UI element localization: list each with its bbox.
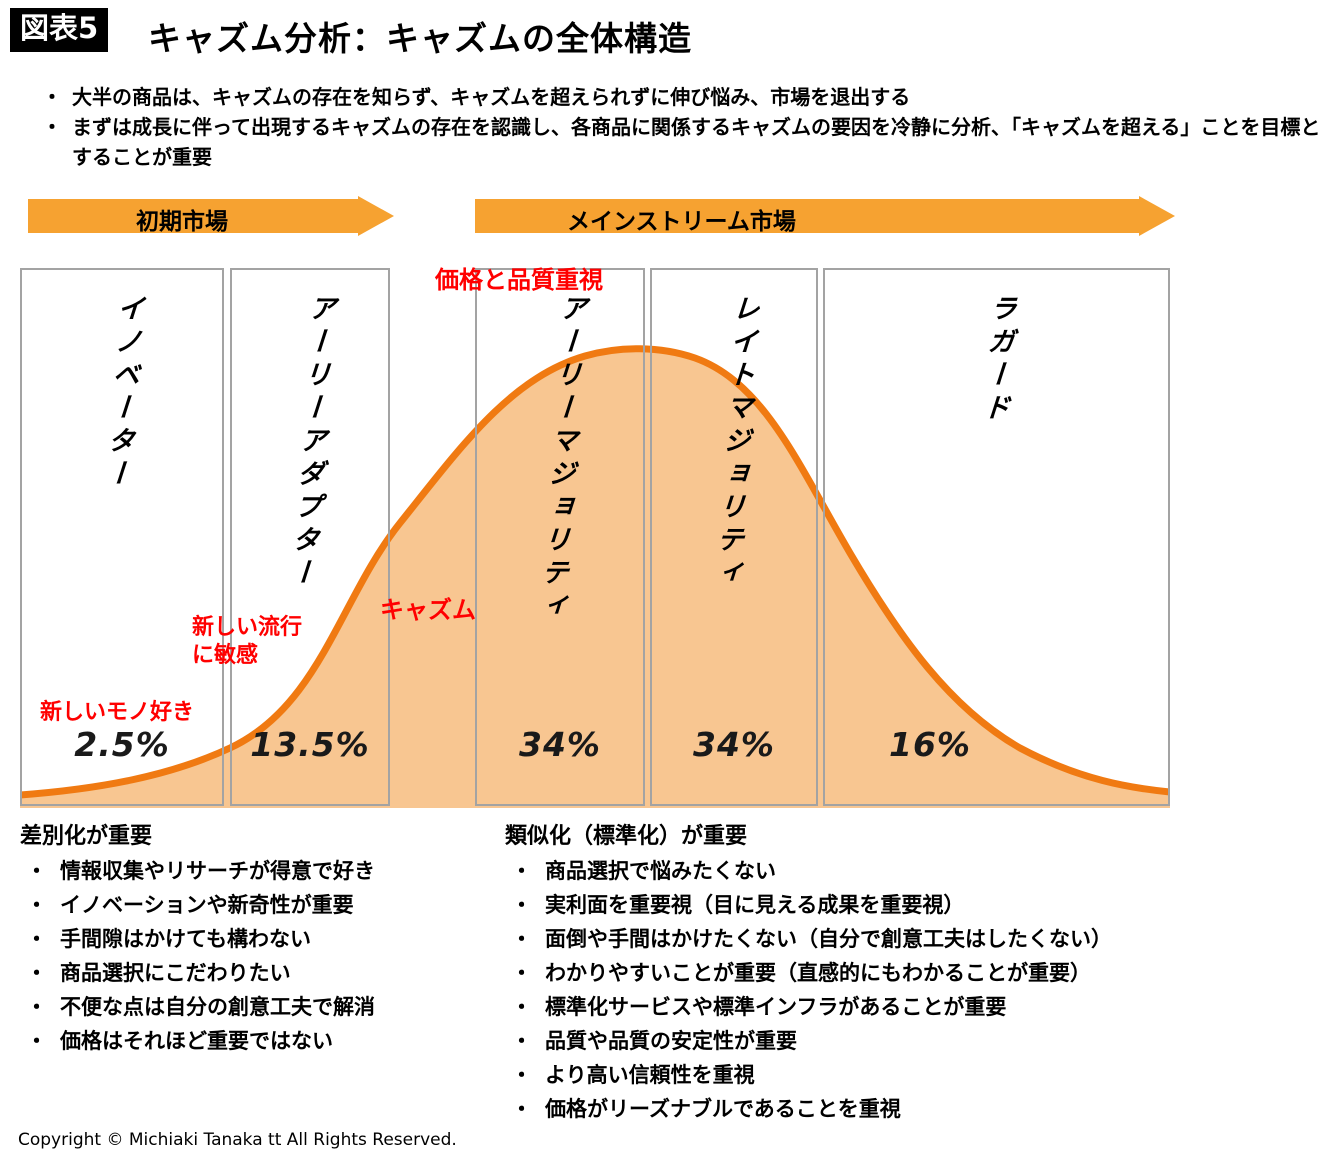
list-header: 類似化（標準化）が重要 (505, 824, 748, 849)
segment-label: アーリーマジョリティ (532, 294, 588, 624)
annotation-trend-line1: 新しい流行 (192, 615, 303, 640)
arrow-body (475, 199, 1139, 233)
arrow-body (28, 199, 358, 233)
segment-label: レイトマジョリティ (708, 294, 760, 591)
intro-bullet: まずは成長に伴って出現するキャズムの存在を認識し、各商品に関係するキャズムの要因… (42, 112, 1332, 172)
mainstream-market-label: メインストリーム市場 (567, 209, 796, 235)
early-market-arrow: 初期市場 (28, 196, 394, 236)
list-item: 不便な点は自分の創意工夫で解消 (20, 990, 495, 1024)
mainstream-market-arrow: メインストリーム市場 (475, 196, 1175, 236)
bell-curve-svg (20, 345, 1170, 808)
standardization-list: 類似化（標準化）が重要 商品選択で悩みたくない 実利面を重要視（目に見える成果を… (505, 820, 1340, 1126)
list-item: 商品選択にこだわりたい (20, 956, 495, 990)
segment-percent: 16% (889, 725, 971, 764)
annotation-novelty-lover: 新しいモノ好き (40, 700, 195, 725)
segment-late-majority: レイトマジョリティ 34% (650, 268, 818, 806)
segment-laggards: ラガード 16% (823, 268, 1170, 806)
list-item: わかりやすいことが重要（直感的にもわかることが重要） (505, 956, 1340, 990)
segment-label: アーリーアダプター (284, 294, 336, 591)
list-item: 実利面を重要視（目に見える成果を重要視） (505, 888, 1340, 922)
segment-percent: 2.5% (74, 725, 170, 764)
annotation-price-quality: 価格と品質重視 (435, 266, 603, 294)
segment-label: イノベーター (99, 294, 145, 492)
annotation-trend-sensitive: 新しい流行 に敏感 (192, 614, 302, 670)
list-item: 商品選択で悩みたくない (505, 854, 1340, 888)
segment-percent: 34% (519, 725, 601, 764)
annotation-chasm: キャズム (380, 596, 476, 624)
list-item: 価格がリーズナブルであることを重視 (505, 1092, 1340, 1126)
intro-bullet: 大半の商品は、キャズムの存在を知らず、キャズムを超えられずに伸び悩み、市場を退出… (42, 82, 1332, 112)
segment-percent: 13.5% (250, 725, 370, 764)
adoption-curve-chart: イノベーター 2.5% アーリーアダプター 13.5% アーリーマジョリティ 3… (20, 266, 1170, 808)
list-item: 情報収集やリサーチが得意で好き (20, 854, 495, 888)
copyright-text: Copyright © Michiaki Tanaka tt All Right… (18, 1130, 457, 1150)
segment-early-majority: アーリーマジョリティ 34% (475, 268, 645, 806)
annotation-trend-line2: に敏感 (192, 643, 259, 668)
segment-label: ラガード (976, 294, 1017, 426)
list-item: 品質や品質の安定性が重要 (505, 1024, 1340, 1058)
segment-percent: 34% (693, 725, 775, 764)
early-market-label: 初期市場 (136, 209, 228, 235)
list-item: 価格はそれほど重要ではない (20, 1024, 495, 1058)
intro-bullet-list: 大半の商品は、キャズムの存在を知らず、キャズムを超えられずに伸び悩み、市場を退出… (42, 82, 1332, 172)
arrow-head-icon (358, 196, 394, 236)
differentiation-list: 差別化が重要 情報収集やリサーチが得意で好き イノベーションや新奇性が重要 手間… (20, 820, 495, 1058)
list-header: 差別化が重要 (20, 824, 153, 849)
segment-early-adopters: アーリーアダプター 13.5% (230, 268, 390, 806)
bell-curve-line (20, 345, 1170, 799)
bell-curve-fill (20, 348, 1170, 808)
segment-innovators: イノベーター 2.5% (20, 268, 224, 806)
list-item: 標準化サービスや標準インフラがあることが重要 (505, 990, 1340, 1024)
list-item: イノベーションや新奇性が重要 (20, 888, 495, 922)
page-title: キャズム分析：キャズムの全体構造 (148, 19, 692, 58)
list-item: 手間隙はかけても構わない (20, 922, 495, 956)
list-item: より高い信頼性を重視 (505, 1058, 1340, 1092)
figure-number-badge: 図表5 (10, 8, 109, 52)
arrow-head-icon (1139, 196, 1175, 236)
list-item: 面倒や手間はかけたくない（自分で創意工夫はしたくない） (505, 922, 1340, 956)
